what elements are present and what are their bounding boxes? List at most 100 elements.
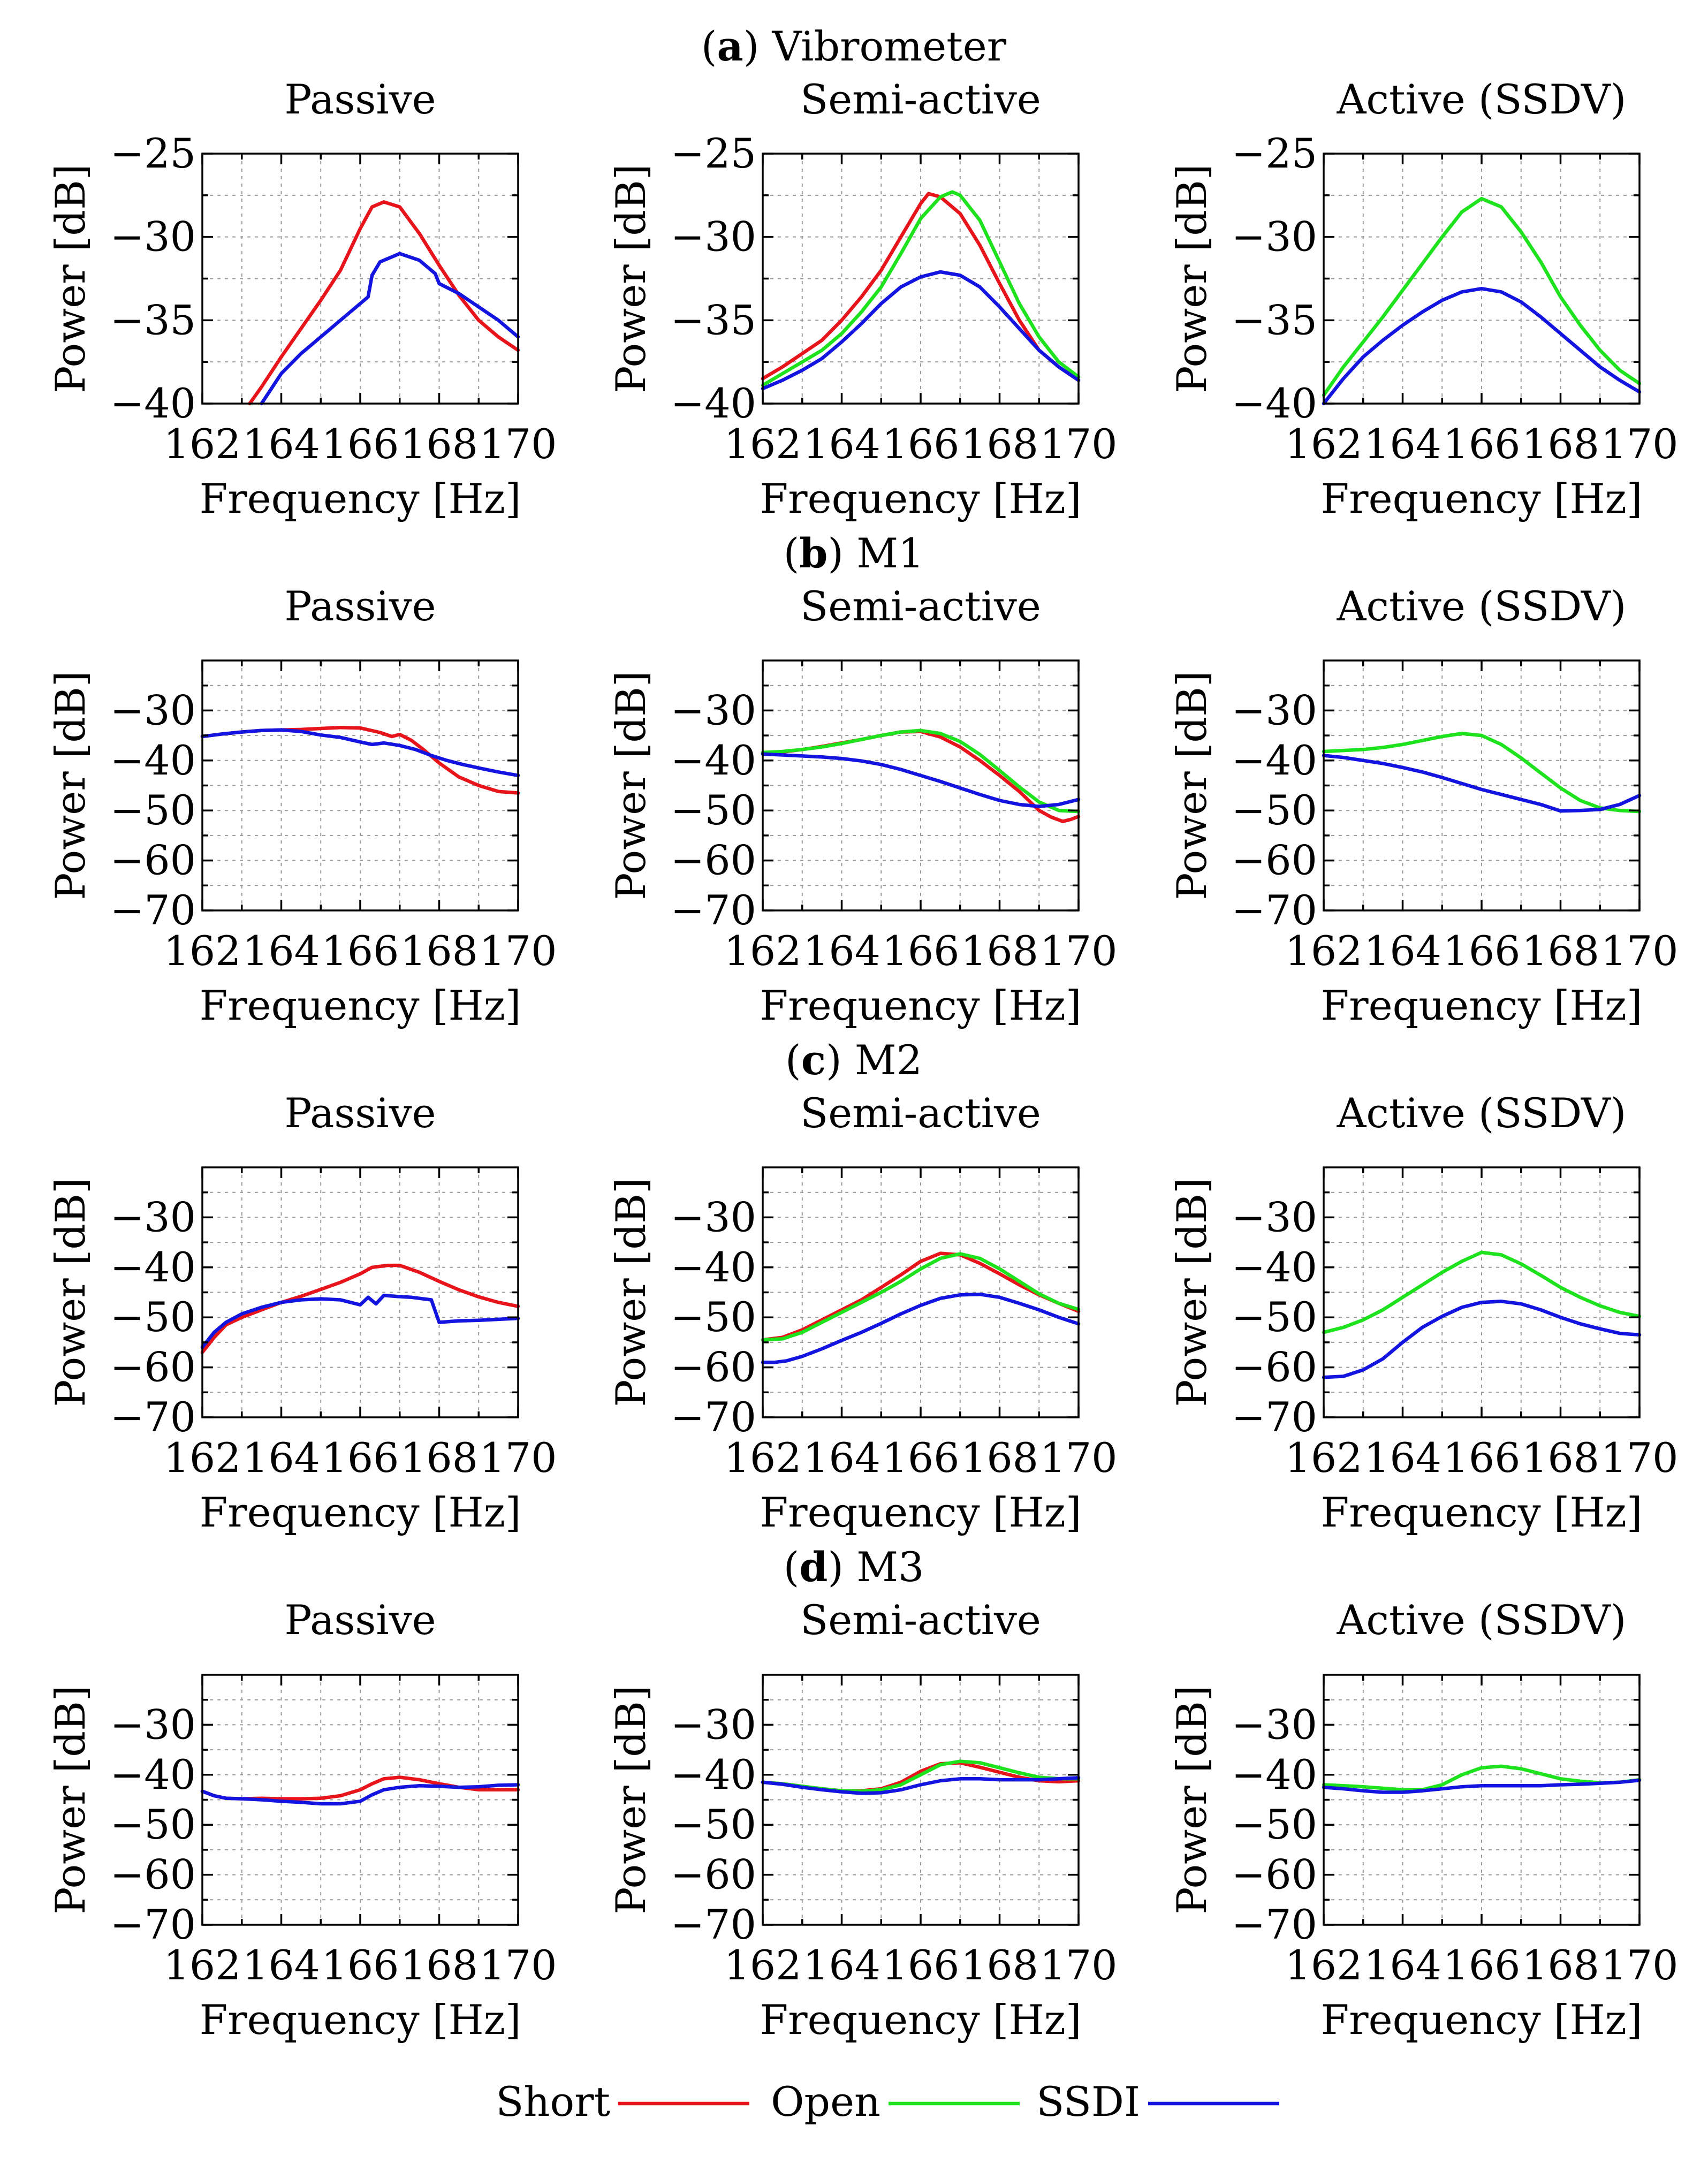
- y-tick-label: −25: [671, 130, 756, 177]
- x-tick-label: 170: [1600, 1941, 1678, 1989]
- series-line-short: [761, 192, 1081, 382]
- x-tick-label: 168: [961, 1941, 1038, 1989]
- series-line-ssdi: [200, 728, 520, 778]
- y-tick-label: −40: [671, 1243, 756, 1291]
- y-tick-label: −60: [110, 1851, 196, 1899]
- x-tick-label: 162: [1285, 927, 1362, 975]
- x-tick-label: 162: [1285, 1434, 1362, 1482]
- x-axis-label: Frequency [Hz]: [1321, 475, 1643, 522]
- panel-a-vibrometer-active-ssdv: Active (SSDV) −40 −35 −30 −25 162 164 166 168 170…: [1168, 75, 1679, 522]
- y-axis-label: Power [dB]: [1168, 671, 1216, 900]
- x-tick-label: 170: [1600, 1434, 1678, 1482]
- x-tick-label: 168: [961, 1434, 1038, 1482]
- x-tick-label: 170: [1039, 420, 1117, 468]
- series-line-open: [1322, 1764, 1642, 1792]
- x-axis-label: Frequency [Hz]: [1321, 1489, 1643, 1536]
- series-line-open: [1322, 196, 1642, 397]
- panel-title: Passive: [284, 1596, 436, 1644]
- x-tick-label: 166: [321, 420, 399, 468]
- x-axis-label: Frequency [Hz]: [200, 982, 521, 1029]
- x-tick-label: 166: [1443, 1941, 1520, 1989]
- panel-a-vibrometer-passive: Passive −40 −35 −30 −25 162 164 166 168 170 Freque…: [47, 75, 557, 522]
- x-axis-label: Frequency [Hz]: [760, 1996, 1082, 2044]
- x-tick-label: 164: [242, 1941, 320, 1989]
- grid: [1324, 660, 1639, 910]
- series-line-open: [761, 728, 1081, 814]
- x-tick-label: 168: [961, 927, 1038, 975]
- x-tick-label: 170: [1039, 927, 1117, 975]
- x-tick-label: 164: [803, 1941, 880, 1989]
- y-tick-label: −50: [110, 1801, 196, 1848]
- y-tick-label: −25: [110, 130, 196, 177]
- x-axis-label: Frequency [Hz]: [200, 475, 521, 522]
- y-axis-label: Power [dB]: [1168, 1685, 1216, 1914]
- series-line-open: [761, 190, 1081, 388]
- panel-b-m1-semi-active: Semi-active −70−60−50−40−30 162 164 166 168 17…: [607, 582, 1118, 1029]
- x-tick-label: 164: [242, 927, 320, 975]
- x-tick-label: 164: [1364, 927, 1441, 975]
- panel-title: Active (SSDV): [1337, 582, 1627, 630]
- y-tick-label: −60: [110, 837, 196, 884]
- x-tick-label: 164: [242, 1434, 320, 1482]
- x-tick-label: 168: [400, 1434, 478, 1482]
- panel-c-m2-active-ssdv: Active (SSDV) −70−60−50−40−30 162 164 166 168…: [1168, 1089, 1679, 1536]
- panel-d-m3-passive: Passive −70−60−50−40−30 162 164 166 168 170 Fre…: [47, 1596, 557, 2044]
- y-tick-label: −30: [110, 213, 196, 261]
- x-tick-label: 162: [163, 927, 241, 975]
- x-tick-label: 168: [1522, 1434, 1599, 1482]
- x-tick-label: 164: [1364, 1941, 1441, 1989]
- series-line-open: [1322, 732, 1642, 814]
- y-tick-label: −70: [1232, 886, 1317, 934]
- x-tick-label: 166: [882, 927, 959, 975]
- y-axis-label: Power [dB]: [607, 1178, 655, 1407]
- y-axis-label: Power [dB]: [47, 671, 94, 900]
- series-line-ssdi: [761, 1776, 1081, 1795]
- series-line-short: [200, 1263, 520, 1354]
- y-tick-label: −40: [1232, 1243, 1317, 1291]
- y-tick-label: −30: [110, 1193, 196, 1241]
- x-tick-label: 166: [1443, 420, 1520, 468]
- x-tick-label: 168: [400, 927, 478, 975]
- grid: [763, 1675, 1079, 1925]
- row-title-a: (a) Vibrometer: [701, 22, 1007, 70]
- x-tick-label: 168: [1522, 1941, 1599, 1989]
- y-tick-label: −30: [671, 1193, 756, 1241]
- y-tick-label: −40: [110, 379, 196, 427]
- x-axis-label: Frequency [Hz]: [200, 1996, 521, 2044]
- y-tick-label: −60: [1232, 1343, 1317, 1391]
- y-tick-label: −50: [1232, 1293, 1317, 1341]
- x-tick-label: 162: [163, 1941, 241, 1989]
- y-axis-label: Power [dB]: [1168, 1178, 1216, 1407]
- row-title-d: (d) M3: [784, 1543, 924, 1591]
- series-line-ssdi: [1322, 754, 1642, 813]
- x-tick-label: 162: [163, 1434, 241, 1482]
- y-tick-label: −40: [671, 1751, 756, 1798]
- x-tick-label: 168: [1522, 420, 1599, 468]
- grid: [202, 660, 518, 910]
- x-axis-label: Frequency [Hz]: [1321, 982, 1643, 1029]
- legend-label: Short: [496, 2078, 610, 2125]
- x-tick-label: 170: [1600, 927, 1678, 975]
- x-tick-label: 170: [479, 1434, 557, 1482]
- panel-title: Active (SSDV): [1337, 1596, 1627, 1644]
- legend: Short Open SSDI: [496, 2078, 1279, 2125]
- y-tick-label: −50: [671, 1293, 756, 1341]
- panel-c-m2-passive: Passive −70−60−50−40−30 162 164 166 168 170 Fre…: [47, 1089, 557, 1536]
- y-tick-label: −30: [671, 1700, 756, 1748]
- row-title-c: (c) M2: [785, 1036, 922, 1084]
- y-tick-label: −60: [1232, 1851, 1317, 1899]
- series-line-ssdi: [260, 252, 520, 406]
- x-tick-label: 162: [1285, 420, 1362, 468]
- y-axis-label: Power [dB]: [47, 1178, 94, 1407]
- grid: [763, 1167, 1079, 1417]
- y-tick-label: −40: [110, 736, 196, 784]
- series-line-short: [761, 1251, 1081, 1342]
- y-tick-label: −30: [1232, 686, 1317, 734]
- y-axis-label: Power [dB]: [47, 1685, 94, 1914]
- y-tick-label: −60: [1232, 837, 1317, 884]
- x-tick-label: 162: [724, 420, 801, 468]
- x-tick-label: 166: [321, 1941, 399, 1989]
- x-tick-label: 166: [882, 1941, 959, 1989]
- y-tick-label: −30: [1232, 1193, 1317, 1241]
- grid: [1324, 154, 1639, 404]
